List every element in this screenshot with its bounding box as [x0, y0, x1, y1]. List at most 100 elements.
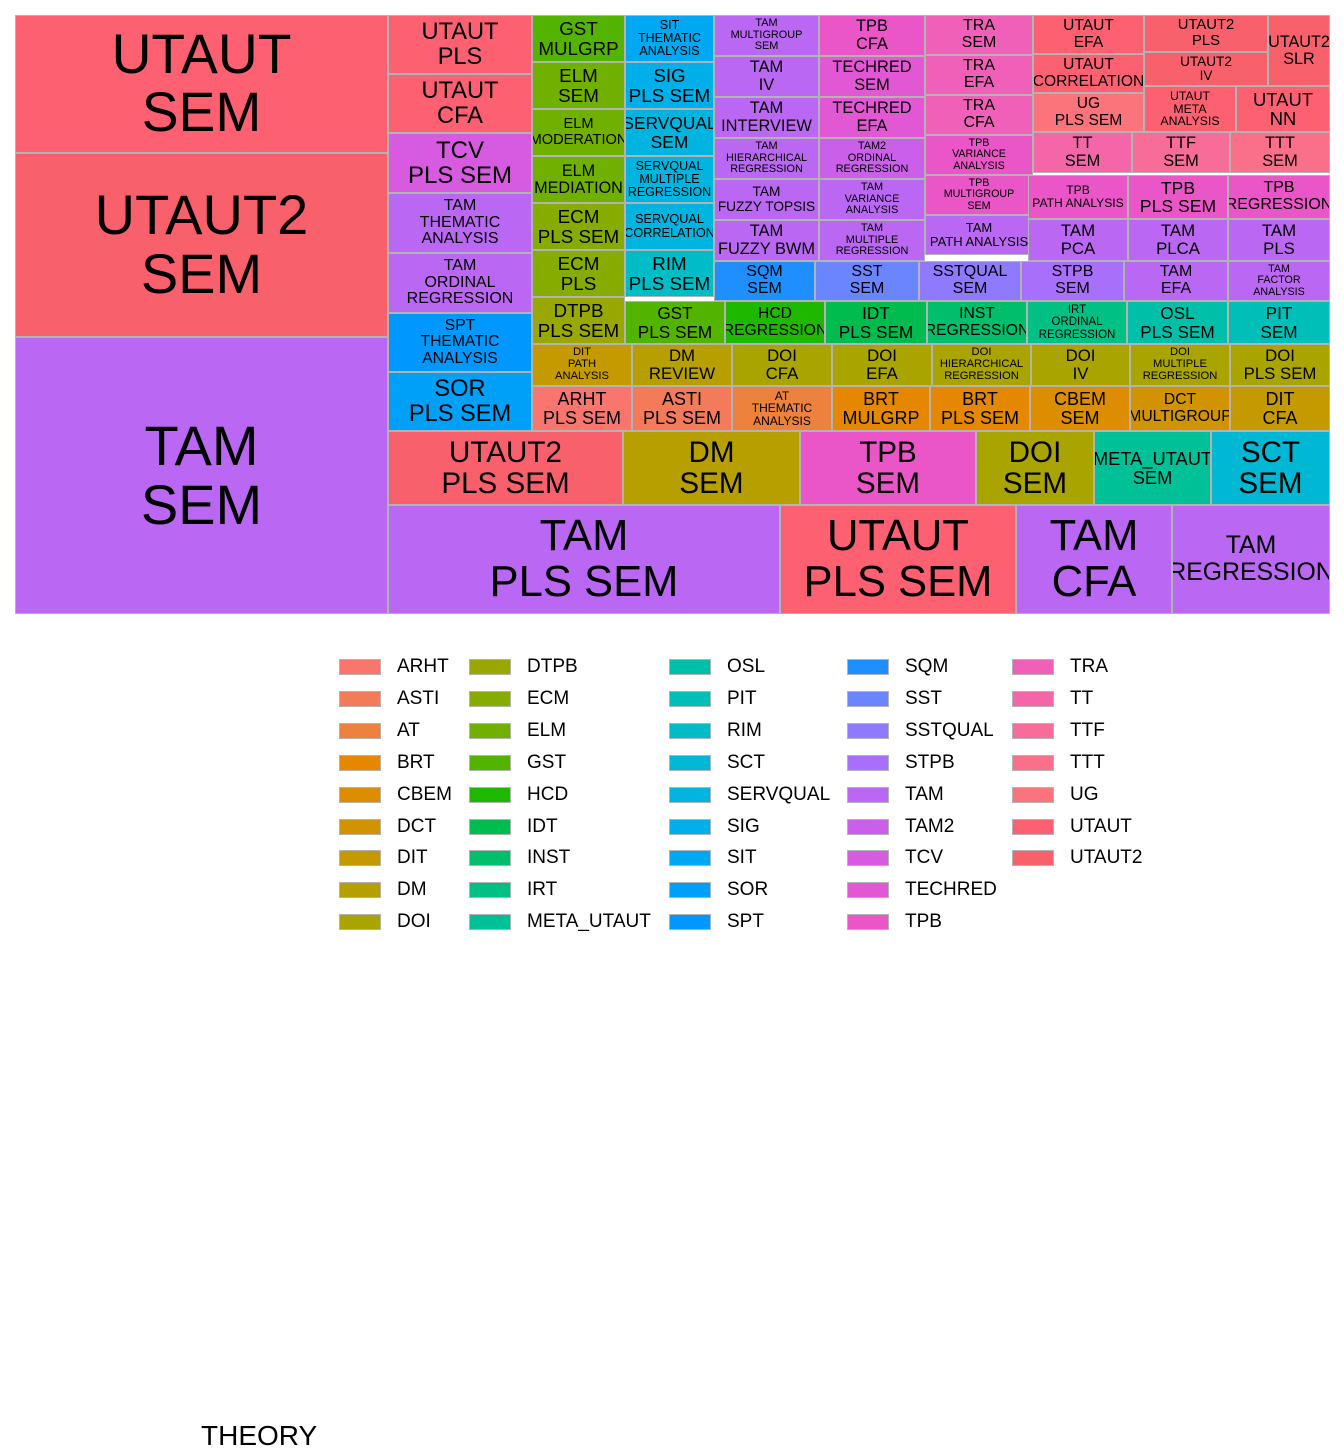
legend-key [469, 659, 511, 675]
tile-label: TECHRED EFA [832, 99, 912, 135]
tile-label: CBEM SEM [1053, 388, 1106, 428]
tile-label: UTAUT CORRELATION [1033, 56, 1144, 90]
legend-key [847, 786, 889, 803]
tile-label: TAM THEMATIC ANALYSIS [419, 196, 501, 248]
legend-label: DCT [397, 815, 437, 837]
legend-key [847, 914, 889, 931]
tile-tpb-cfa: TPB CFA [819, 15, 925, 56]
tile-label: UTAUT META ANALYSIS [1160, 88, 1220, 129]
tile-tam-path-analysis: TAM PATH ANALYSIS [925, 215, 1033, 255]
tile-label: TPB PLS SEM [1139, 177, 1217, 216]
legend-key [847, 722, 889, 739]
tile-label: SIG PLS SEM [628, 64, 711, 106]
tile-label: UTAUT CFA [421, 77, 499, 129]
tile-label: TECHRED SEM [832, 58, 912, 94]
tile-idt-pls-sem: IDT PLS SEM [825, 301, 927, 344]
legend-key [847, 850, 889, 867]
tile-label: IDT PLS SEM [838, 303, 914, 342]
tile-ecm-pls-sem: ECM PLS SEM [532, 203, 625, 250]
legend-key [469, 722, 511, 739]
tile-tam-sem: TAM SEM [15, 337, 388, 614]
tile-dit-path-analysis: DIT PATH ANALYSIS [532, 344, 632, 386]
legend-label: SCT [727, 751, 765, 773]
tile-label: SST SEM [849, 263, 885, 297]
legend-label: ECM [527, 687, 570, 709]
tile-cbem-sem: CBEM SEM [1030, 386, 1130, 431]
legend-label: SOR [727, 879, 769, 901]
tile-rim-pls-sem: RIM PLS SEM [625, 250, 714, 297]
tile-osl-pls-sem: OSL PLS SEM [1127, 301, 1228, 344]
tile-label: DM SEM [679, 435, 744, 500]
tile-label: TAM PCA [1060, 221, 1096, 258]
tile-label: DIT CFA [1262, 388, 1298, 428]
tile-label: ECM PLS SEM [537, 205, 620, 247]
tile-label: BRT PLS SEM [940, 388, 1020, 428]
legend-label: TT [1070, 687, 1094, 709]
tile-label: UTAUT2 PLS [1177, 16, 1235, 49]
tile-label: TAM MULTIGROUP SEM [730, 17, 803, 53]
legend-item-sqm: SQM [847, 652, 948, 682]
legend-item-pit: PIT [669, 684, 757, 714]
tile-label: TAM ORDINAL REGRESSION [406, 256, 514, 308]
legend-label: SIT [727, 847, 757, 869]
tile-label: DOI HIERARCHICAL REGRESSION [939, 346, 1024, 382]
legend-label: RIM [727, 719, 762, 741]
tile-label: DOI CFA [765, 346, 799, 383]
legend-key [669, 754, 711, 771]
legend-item-spt: SPT [669, 907, 764, 937]
legend-item-utaut2: UTAUT2 [1012, 843, 1142, 873]
tile-tam-fuzzy-bwm: TAM FUZZY BWM [714, 220, 819, 261]
tile-label: TTT SEM [1262, 134, 1298, 170]
legend-key [1012, 722, 1054, 739]
legend-item-sst: SST [847, 684, 942, 714]
legend-label: TTT [1070, 751, 1105, 773]
legend-key [339, 818, 381, 835]
legend-key [339, 882, 381, 899]
tile-doi-iv: DOI IV [1031, 344, 1130, 386]
tile-tpb-pls-sem: TPB PLS SEM [1128, 175, 1228, 219]
legend-key [669, 659, 711, 675]
tile-tam-hierarchical-regression: TAM HIERARCHICAL REGRESSION [714, 138, 819, 179]
legend-item-stpb: STPB [847, 748, 955, 778]
tile-label: TPB MULTIGROUP SEM [943, 177, 1015, 212]
legend-key [669, 722, 711, 739]
legend-label: SPT [727, 911, 764, 933]
tile-tam-pls-sem: TAM PLS SEM [388, 505, 780, 614]
tile-label: TAM FUZZY TOPSIS [717, 184, 816, 214]
tile-doi-cfa: DOI CFA [732, 344, 832, 386]
tile-dm-review: DM REVIEW [632, 344, 732, 386]
legend-key [1012, 690, 1054, 707]
legend-key [469, 818, 511, 835]
legend-key [339, 754, 381, 771]
legend-item-osl: OSL [669, 652, 765, 682]
legend-key [847, 882, 889, 899]
tile-label: TAM VARIANCE ANALYSIS [844, 181, 900, 217]
legend-item-ttt: TTT [1012, 748, 1105, 778]
tile-tam-iv: TAM IV [714, 56, 819, 97]
tile-sit-thematic-analysis: SIT THEMATIC ANALYSIS [625, 15, 714, 62]
legend-item-tra: TRA [1012, 652, 1108, 682]
tile-tam-multigroup-sem: TAM MULTIGROUP SEM [714, 15, 819, 56]
tile-label: UTAUT SEM [111, 23, 292, 143]
tile-label: DOI MULTIPLE REGRESSION [1142, 346, 1218, 382]
legend-key [669, 786, 711, 803]
tile-tpb-sem: TPB SEM [800, 431, 976, 505]
legend-item-tcv: TCV [847, 843, 943, 873]
tile-label: TAM PLS SEM [489, 511, 679, 606]
legend-item-dct: DCT [339, 812, 436, 842]
legend-label: IRT [527, 879, 558, 901]
legend-label: PIT [727, 687, 757, 709]
tile-tpb-multigroup-sem: TPB MULTIGROUP SEM [925, 175, 1033, 215]
legend-label: INST [527, 847, 571, 869]
tile-label: TPB REGRESSION [1228, 179, 1330, 213]
tile-tt-sem: TT SEM [1033, 132, 1132, 173]
tile-techred-efa: TECHRED EFA [819, 97, 925, 138]
legend-item-servqual: SERVQUAL [669, 780, 830, 810]
tile-label: ELM MODERATION [532, 116, 625, 148]
legend-label: ASTI [397, 687, 440, 709]
legend-key [469, 850, 511, 867]
tile-dit-cfa: DIT CFA [1230, 386, 1330, 431]
legend-key [847, 818, 889, 835]
tile-hcd-regression: HCD REGRESSION [725, 301, 825, 344]
tile-tam-plca: TAM PLCA [1128, 219, 1228, 261]
